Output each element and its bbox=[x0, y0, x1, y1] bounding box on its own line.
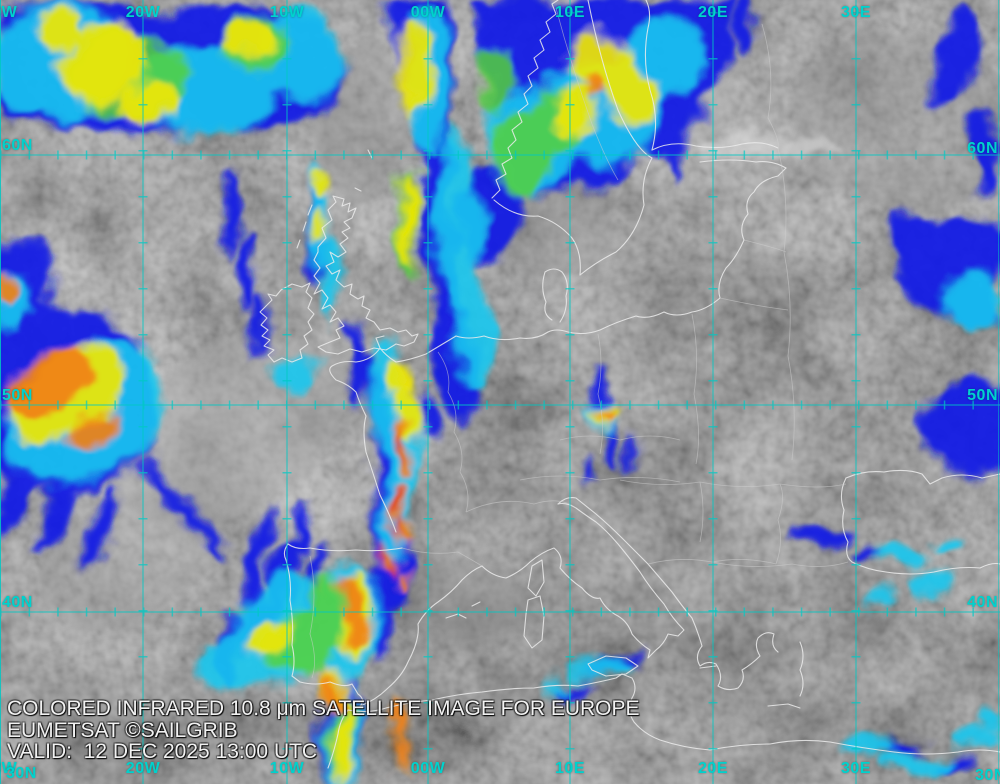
grid-label-bottom-20w: 20W bbox=[125, 760, 161, 777]
caption-title: COLORED INFRARED 10.8 μm SATELLITE IMAGE… bbox=[7, 697, 640, 720]
grid-label-top-30e: 30E bbox=[841, 4, 871, 21]
grid-label-top-20w: 20W bbox=[125, 4, 161, 21]
grid-label-bottom-30w: 30W bbox=[0, 760, 18, 777]
borders-layer bbox=[309, 7, 849, 679]
caption-valid-time: VALID: 12 DEC 2025 13:00 UTC bbox=[7, 740, 318, 763]
grid-label-top-30w: 30W bbox=[0, 4, 18, 21]
red-clouds bbox=[383, 440, 405, 576]
grid-label-left-60n: 60N bbox=[2, 137, 33, 154]
grid-label-left-30n: 30N bbox=[6, 765, 37, 782]
grid-label-left-50n: 50N bbox=[2, 387, 33, 404]
grid-label-top-10e: 10E bbox=[555, 4, 585, 21]
grid-label-right-60n: 60N bbox=[967, 140, 998, 157]
caption-source: EUMETSAT ©SAILGRIB bbox=[7, 719, 238, 742]
grid-label-right-50n: 50N bbox=[967, 387, 998, 404]
coastlines-layer bbox=[259, 0, 1000, 769]
grid-label-left-40n: 40N bbox=[2, 594, 33, 611]
grid-label-right-30n: 30N bbox=[975, 767, 1000, 784]
grid-label-top-20e: 20E bbox=[698, 4, 728, 21]
grid-label-bottom-10e: 10E bbox=[555, 760, 585, 777]
grid-label-top-10w: 10W bbox=[269, 4, 305, 21]
grid-label-bottom-10w: 10W bbox=[269, 760, 305, 777]
grid-label-right-40n: 40N bbox=[967, 594, 998, 611]
orange-clouds bbox=[0, 70, 613, 773]
grid-label-top-00w: 00W bbox=[410, 4, 446, 21]
grid-label-bottom-20e: 20E bbox=[698, 760, 728, 777]
grid-label-bottom-00w: 00W bbox=[410, 760, 446, 777]
grid-label-bottom-30e: 30E bbox=[841, 760, 871, 777]
